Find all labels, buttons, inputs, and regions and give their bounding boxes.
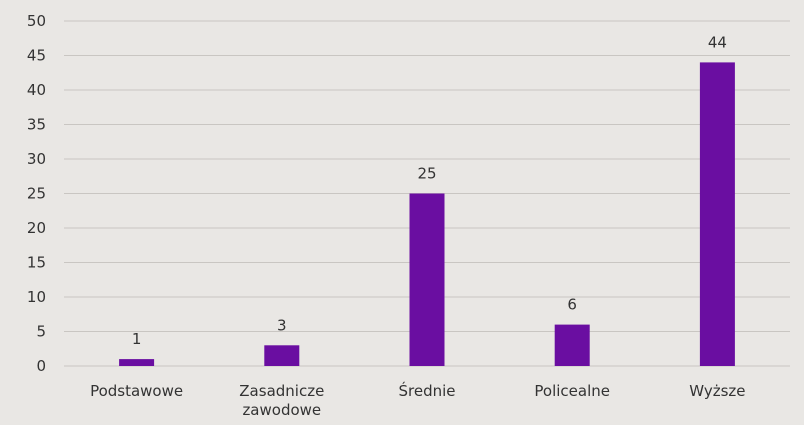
- y-tick-label-0: 0: [36, 357, 46, 375]
- bar-5: [699, 62, 735, 367]
- bar-4: [554, 324, 590, 366]
- category-label-1-line-1: Podstawowe: [90, 382, 183, 400]
- x-axis-category-labels: Podstawowe Zasadnicze zawodowe Średnie Polic…: [90, 381, 745, 419]
- y-tick-label-35: 35: [27, 116, 46, 134]
- y-tick-label-15: 15: [27, 254, 46, 272]
- y-axis-tick-labels: 0 5 10 15 20 25 30 35 40 45 50: [27, 12, 46, 375]
- data-labels: 1 3 25 6 44: [132, 33, 727, 348]
- category-label-2: Zasadnicze zawodowe: [239, 382, 324, 419]
- bar-1: [119, 359, 155, 366]
- y-tick-label-30: 30: [27, 150, 46, 168]
- category-label-2-line-2: zawodowe: [242, 401, 321, 419]
- category-label-2-line-1: Zasadnicze: [239, 382, 324, 400]
- category-label-3: Średnie: [398, 381, 455, 400]
- y-tick-label-20: 20: [27, 219, 46, 237]
- bar-3: [409, 193, 445, 366]
- y-tick-label-25: 25: [27, 185, 46, 203]
- y-tick-label-10: 10: [27, 288, 46, 306]
- category-label-5-line-1: Wyższe: [689, 382, 745, 400]
- bar-2: [264, 345, 300, 366]
- y-tick-label-50: 50: [27, 12, 46, 30]
- data-label-1: 1: [132, 330, 142, 348]
- y-tick-label-45: 45: [27, 47, 46, 65]
- data-label-4: 6: [567, 296, 577, 314]
- data-label-5: 44: [708, 33, 727, 51]
- category-label-4-line-1: Policealne: [534, 382, 610, 400]
- y-tick-label-5: 5: [36, 323, 46, 341]
- bars: [119, 62, 735, 367]
- category-label-5: Wyższe: [689, 382, 745, 400]
- data-label-3: 25: [417, 165, 436, 183]
- category-label-1: Podstawowe: [90, 382, 183, 400]
- category-label-4: Policealne: [534, 382, 610, 400]
- category-label-3-line-1: Średnie: [398, 381, 455, 400]
- y-tick-label-40: 40: [27, 81, 46, 99]
- data-label-2: 3: [277, 316, 287, 334]
